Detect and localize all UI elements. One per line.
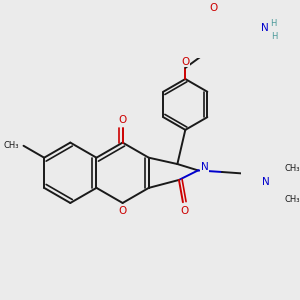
Text: O: O: [180, 206, 189, 216]
Text: CH₃: CH₃: [284, 194, 299, 203]
Text: CH₃: CH₃: [3, 141, 19, 150]
Text: O: O: [118, 206, 127, 216]
Text: H: H: [270, 19, 277, 28]
Text: N: N: [261, 23, 268, 33]
Text: CH₃: CH₃: [284, 164, 299, 173]
Text: O: O: [181, 56, 189, 67]
Text: H: H: [271, 32, 278, 41]
Text: N: N: [262, 176, 270, 187]
Text: O: O: [118, 115, 127, 125]
Text: N: N: [200, 162, 208, 172]
Text: O: O: [210, 2, 218, 13]
